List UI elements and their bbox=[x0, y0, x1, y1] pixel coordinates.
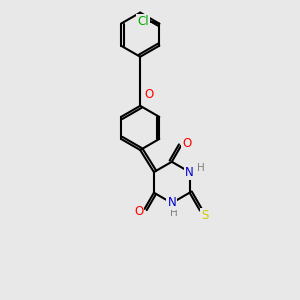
Text: N: N bbox=[185, 166, 194, 178]
Text: Cl: Cl bbox=[137, 15, 149, 28]
Text: O: O bbox=[182, 137, 192, 150]
Text: O: O bbox=[144, 88, 154, 101]
Text: O: O bbox=[134, 205, 143, 218]
Text: S: S bbox=[201, 209, 208, 222]
Text: H: H bbox=[196, 163, 204, 173]
Text: H: H bbox=[170, 208, 178, 218]
Text: N: N bbox=[167, 196, 176, 209]
